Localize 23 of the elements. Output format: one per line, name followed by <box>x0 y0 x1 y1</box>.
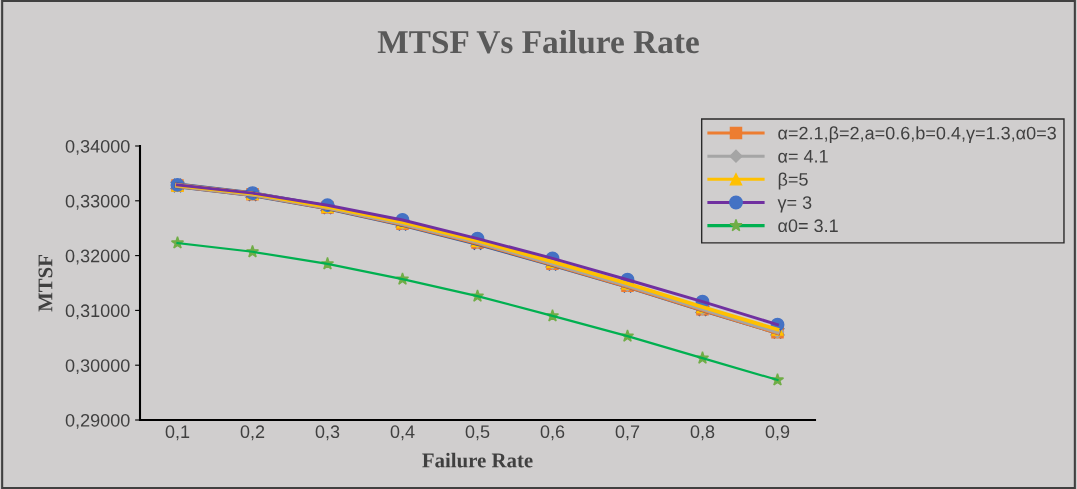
x-tick-label: 0,7 <box>615 425 640 441</box>
x-tick-label: 0,2 <box>240 425 265 441</box>
y-tick-label: 0,33000 <box>65 194 130 210</box>
x-tick-label: 0,4 <box>390 425 415 441</box>
x-tick-label: 0,6 <box>540 425 565 441</box>
legend-label: γ= 3 <box>777 196 812 213</box>
legend-label: α0= 3.1 <box>778 219 838 233</box>
y-axis-title: MTSF <box>38 255 53 312</box>
x-tick-label: 0,3 <box>315 425 340 441</box>
x-tick-label: 0,5 <box>465 425 490 441</box>
legend-label: α= 4.1 <box>778 150 828 163</box>
legend-label: α=2.1,β=2,a=0.6,b=0.4,γ=1.3,α0=3 <box>778 126 1056 144</box>
y-tick-label: 0,30000 <box>65 359 130 375</box>
x-tick-label: 0,9 <box>765 425 790 441</box>
x-tick-label: 0,8 <box>690 425 715 441</box>
x-axis-title: Failure Rate <box>422 452 533 468</box>
x-tick-label: 0,1 <box>165 425 190 441</box>
y-tick-label: 0,32000 <box>65 249 130 265</box>
y-tick-label: 0,29000 <box>65 413 130 429</box>
chart-title: MTSF Vs Failure Rate <box>377 29 699 54</box>
y-tick-label: 0,34000 <box>65 139 130 155</box>
legend-label: β=5 <box>778 172 808 190</box>
y-tick-label: 0,31000 <box>65 304 130 320</box>
